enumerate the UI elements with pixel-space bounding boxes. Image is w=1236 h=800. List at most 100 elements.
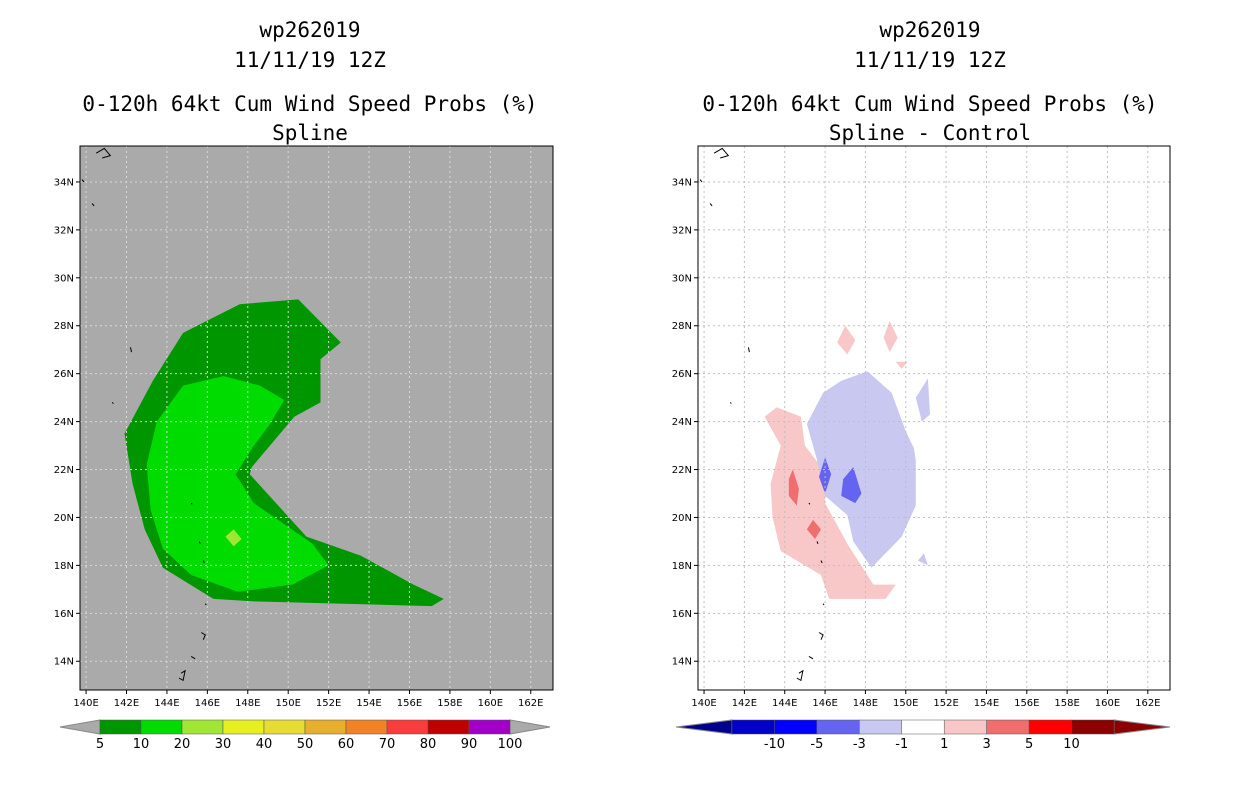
tick-label-x-160E: 160E (478, 698, 503, 709)
contour--1--3-7 (915, 378, 930, 422)
colorbar-label-30: 30 (215, 737, 232, 752)
left-subtitle: Spline (272, 121, 348, 145)
island-2 (91, 203, 95, 207)
colorbar-label-10: 10 (1063, 737, 1080, 752)
contour-10-20-1 (146, 376, 329, 592)
island-8 (204, 603, 207, 606)
island-11 (796, 669, 804, 682)
colorbar-arrow-left (675, 719, 733, 735)
colorbar-label-50: 50 (297, 737, 314, 752)
colorbar-arrow-right (509, 719, 551, 735)
colorbar-arrow-left (59, 719, 101, 735)
contour-3-5-5 (806, 519, 821, 539)
left-date: 11/11/19 12Z (234, 48, 386, 72)
colorbar-swatch-4 (263, 719, 306, 735)
contour-1-3-2 (837, 325, 856, 355)
island-4 (111, 402, 114, 404)
tick-label-y-30N: 30N (54, 273, 74, 284)
tick-label-y-26N: 26N (672, 369, 692, 380)
colorbar-label-70: 70 (379, 737, 396, 752)
plot-area (698, 146, 1170, 690)
colorbar-label-10: 10 (133, 737, 150, 752)
tick-label-x-152E: 152E (316, 698, 341, 709)
tick-label-y-24N: 24N (54, 417, 74, 428)
tick-label-y-18N: 18N (672, 561, 692, 572)
contour-1-3-1 (883, 320, 898, 353)
tick-label-x-142E: 142E (732, 698, 757, 709)
colorbar-label-40: 40 (256, 737, 273, 752)
right-title: 0-120h 64kt Cum Wind Speed Probs (%) (702, 92, 1158, 116)
tick-label-y-30N: 30N (672, 273, 692, 284)
island-9 (201, 632, 206, 640)
contour--3--5-9 (819, 457, 832, 494)
tick-label-y-18N: 18N (54, 561, 74, 572)
tick-label-y-28N: 28N (54, 321, 74, 332)
colorbar-label-60: 60 (338, 737, 355, 752)
tick-label-x-142E: 142E (114, 698, 139, 709)
tick-label-x-146E: 146E (812, 698, 837, 709)
contour-3-5-4 (788, 469, 799, 506)
colorbar-swatch-2 (181, 719, 224, 735)
island-8 (822, 603, 825, 606)
colorbar-label-5: 5 (96, 737, 104, 752)
colorbar-label--3: -3 (853, 737, 866, 752)
island-3 (747, 347, 750, 353)
panel-0: 140E 142E 144E 146E 148E 150E 152E 154E 156E 158E… (54, 145, 554, 752)
tick-label-x-140E: 140E (691, 698, 716, 709)
colorbar-swatch-7 (386, 719, 429, 735)
left-title: 0-120h 64kt Cum Wind Speed Probs (%) (82, 92, 538, 116)
tick-label-x-144E: 144E (772, 698, 797, 709)
colorbar-swatch-5 (943, 719, 987, 735)
tick-label-x-156E: 156E (1014, 698, 1039, 709)
colorbar-arrow-right (1113, 719, 1171, 735)
colorbar-label--5: -5 (810, 737, 823, 752)
island-0 (713, 147, 730, 159)
tick-label-x-158E: 158E (1054, 698, 1079, 709)
colorbar-0: 5 10 20 30 40 50 60 70 80 90 100 (59, 719, 551, 752)
tick-label-x-160E: 160E (1095, 698, 1120, 709)
colorbar-swatch-1 (140, 719, 183, 735)
tick-label-x-146E: 146E (195, 698, 220, 709)
colorbar-swatch-8 (427, 719, 470, 735)
island-0 (95, 147, 112, 159)
tick-label-y-20N: 20N (54, 513, 74, 524)
tick-label-y-32N: 32N (54, 225, 74, 236)
colorbar-label-90: 90 (461, 737, 478, 752)
tick-label-y-32N: 32N (672, 225, 692, 236)
island-1 (81, 179, 85, 183)
island-11 (178, 669, 186, 682)
tick-label-x-162E: 162E (518, 698, 543, 709)
colorbar-swatch-3 (859, 719, 903, 735)
colorbar-swatch-8 (1071, 719, 1115, 735)
tick-label-y-22N: 22N (54, 465, 74, 476)
plot-area (80, 146, 553, 690)
colorbar-label-5: 5 (1025, 737, 1033, 752)
colorbar-label-80: 80 (420, 737, 437, 752)
colorbar-label--10: -10 (764, 737, 785, 752)
island-5 (808, 502, 811, 505)
colorbar-label-1: 1 (940, 737, 948, 752)
colorbar-label-20: 20 (174, 737, 191, 752)
tick-label-y-34N: 34N (54, 177, 74, 188)
colorbar-label--1: -1 (895, 737, 908, 752)
tick-label-x-140E: 140E (73, 698, 98, 709)
tick-label-y-14N: 14N (54, 657, 74, 668)
colorbar-swatch-1 (774, 719, 818, 735)
tick-label-x-154E: 154E (356, 698, 381, 709)
island-1 (699, 179, 703, 183)
colorbar-swatch-0 (99, 719, 142, 735)
colorbar-swatch-3 (222, 719, 265, 735)
colorbar-swatch-4 (901, 719, 945, 735)
tick-label-x-150E: 150E (275, 698, 300, 709)
island-10 (808, 655, 814, 660)
island-6 (198, 541, 201, 544)
tick-label-y-22N: 22N (672, 465, 692, 476)
tick-label-y-20N: 20N (672, 513, 692, 524)
tick-label-x-158E: 158E (437, 698, 462, 709)
plot-frame (697, 145, 1171, 691)
plot-frame (79, 145, 554, 691)
tick-label-y-16N: 16N (672, 609, 692, 620)
colorbar-swatch-2 (816, 719, 860, 735)
tick-label-x-156E: 156E (397, 698, 422, 709)
